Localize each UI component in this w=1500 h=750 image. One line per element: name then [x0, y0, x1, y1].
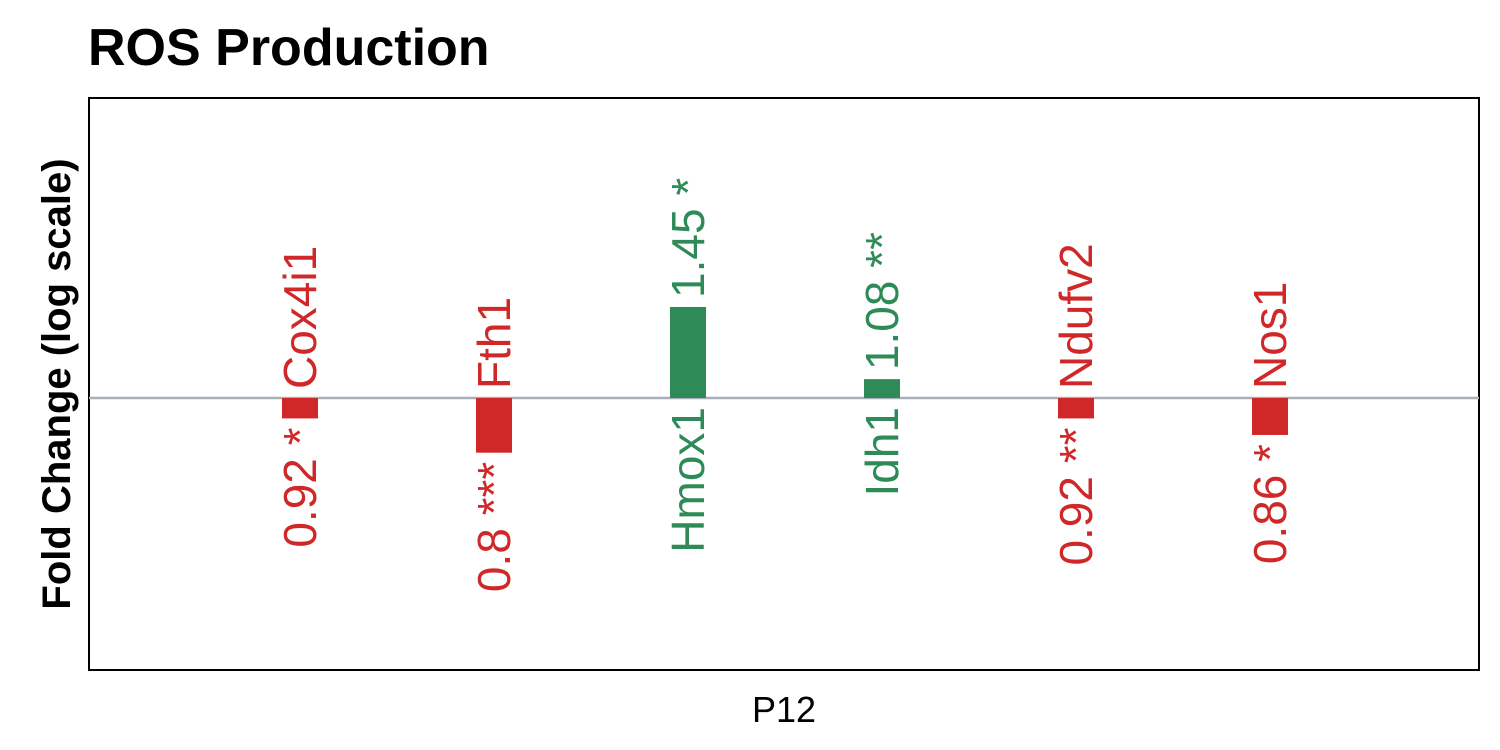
- gene-label-idh1: Idh1: [856, 407, 908, 497]
- bar-cox4i1: [282, 398, 318, 419]
- gene-label-hmox1: Hmox1: [662, 407, 714, 553]
- gene-label-nos1: Nos1: [1244, 282, 1296, 389]
- bar-fth1: [476, 398, 512, 453]
- value-label-cox4i1: 0.92 *: [274, 427, 326, 547]
- bar-nos1: [1252, 398, 1288, 435]
- x-tick-label: P12: [752, 689, 816, 730]
- value-label-idh1: 1.08 **: [856, 232, 908, 370]
- y-axis-label: Fold Change (log scale): [35, 158, 79, 609]
- value-label-fth1: 0.8 ***: [468, 462, 520, 593]
- bar-idh1: [864, 379, 900, 398]
- chart-title: ROS Production: [88, 19, 490, 77]
- bar-ndufv2: [1058, 398, 1094, 419]
- value-label-hmox1: 1.45 *: [662, 178, 714, 298]
- bar-marks: Cox4i1 0.92 * Fth1 0.8 *** Hmox1 1.45 * Idh1 1.…: [274, 178, 1296, 592]
- plot-panel: [88, 97, 1480, 671]
- value-label-nos1: 0.86 *: [1244, 444, 1296, 564]
- value-label-ndufv2: 0.92 **: [1050, 427, 1102, 565]
- gene-label-cox4i1: Cox4i1: [274, 246, 326, 389]
- gene-label-ndufv2: Ndufv2: [1050, 243, 1102, 389]
- gene-label-fth1: Fth1: [468, 297, 520, 389]
- bar-hmox1: [670, 306, 706, 398]
